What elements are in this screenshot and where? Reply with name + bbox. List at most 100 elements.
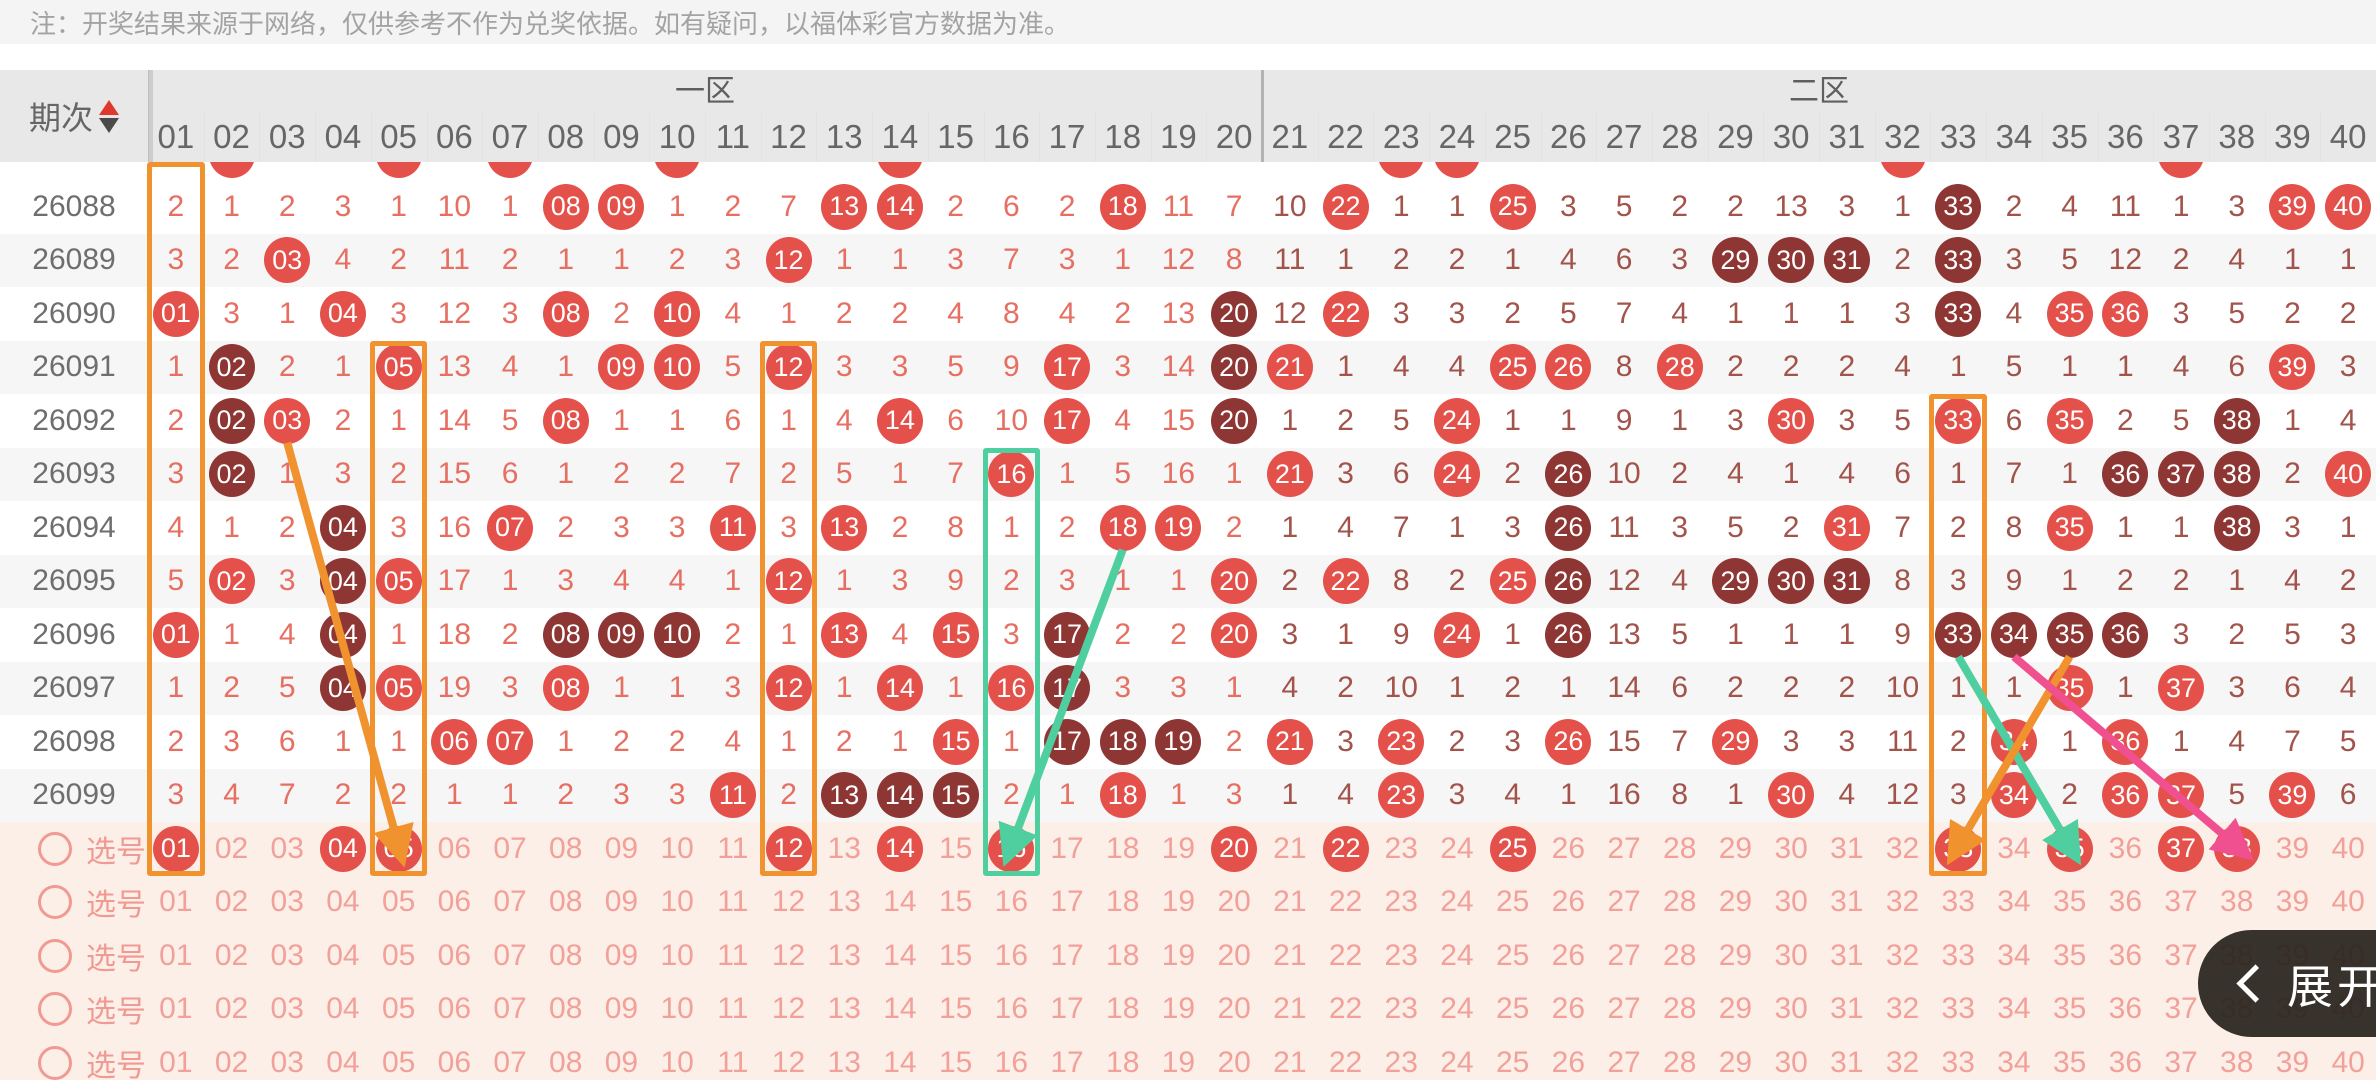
select-number[interactable]: 31: [1830, 831, 1864, 865]
cell-select-07[interactable]: 07: [482, 822, 538, 876]
cell-select-14[interactable]: 14: [872, 1036, 928, 1080]
cell-hit-38[interactable]: 38: [2209, 822, 2265, 876]
cell-select-27[interactable]: 27: [1596, 929, 1652, 983]
select-radio-icon[interactable]: [38, 938, 72, 973]
select-number[interactable]: 07: [493, 992, 527, 1026]
cell-select-10[interactable]: 10: [649, 929, 705, 983]
expand-button[interactable]: 展开: [2198, 930, 2376, 1037]
select-number[interactable]: 01: [159, 1045, 193, 1079]
select-number[interactable]: 19: [1161, 992, 1196, 1026]
select-number[interactable]: 04: [326, 885, 360, 919]
cell-select-26[interactable]: 26: [1541, 1036, 1597, 1080]
select-number[interactable]: 26: [1551, 831, 1586, 865]
cell-select-35[interactable]: 35: [2042, 876, 2098, 930]
select-number[interactable]: 19: [1161, 1045, 1196, 1079]
select-number[interactable]: 07: [493, 885, 527, 919]
select-number[interactable]: 07: [493, 938, 527, 972]
cell-select-19[interactable]: 19: [1151, 983, 1207, 1037]
cell-select-23[interactable]: 23: [1373, 929, 1429, 983]
select-number[interactable]: 01: [159, 885, 193, 919]
cell-select-20[interactable]: 20: [1206, 983, 1262, 1037]
cell-select-31[interactable]: 31: [1819, 983, 1875, 1037]
select-number[interactable]: 12: [771, 1045, 806, 1079]
cell-select-11[interactable]: 11: [705, 822, 761, 876]
select-number[interactable]: 39: [2275, 885, 2310, 919]
cell-select-17[interactable]: 17: [1039, 1036, 1095, 1080]
cell-select-26[interactable]: 26: [1541, 876, 1597, 930]
select-number[interactable]: 10: [660, 831, 694, 865]
cell-select-35[interactable]: 35: [2042, 983, 2098, 1037]
cell-select-32[interactable]: 32: [1875, 822, 1931, 876]
select-number[interactable]: 09: [604, 885, 639, 919]
select-number[interactable]: 37: [2164, 885, 2198, 919]
select-number[interactable]: 25: [1495, 992, 1530, 1026]
cell-select-06[interactable]: 06: [427, 929, 483, 983]
cell-hit-25[interactable]: 25: [1485, 822, 1541, 876]
select-number[interactable]: 21: [1273, 1045, 1307, 1079]
cell-select-12[interactable]: 12: [761, 876, 817, 930]
cell-select-14[interactable]: 14: [872, 929, 928, 983]
select-number[interactable]: 34: [1997, 885, 2031, 919]
select-number[interactable]: 11: [717, 1045, 749, 1079]
select-number[interactable]: 17: [1050, 1045, 1084, 1079]
select-number[interactable]: 06: [437, 992, 472, 1026]
cell-select-17[interactable]: 17: [1039, 983, 1095, 1037]
cell-select-01[interactable]: 01: [148, 929, 204, 983]
select-number[interactable]: 37: [2164, 1045, 2198, 1079]
cell-select-01[interactable]: 01: [148, 1036, 204, 1080]
select-number[interactable]: 04: [326, 938, 360, 972]
cell-select-16[interactable]: 16: [984, 983, 1040, 1037]
cell-select-17[interactable]: 17: [1039, 929, 1095, 983]
select-number[interactable]: 21: [1273, 885, 1307, 919]
select-number[interactable]: 12: [771, 938, 806, 972]
cell-select-11[interactable]: 11: [705, 983, 761, 1037]
select-number[interactable]: 21: [1273, 992, 1307, 1026]
cell-select-40[interactable]: 40: [2320, 822, 2376, 876]
cell-select-08[interactable]: 08: [538, 983, 594, 1037]
cell-select-16[interactable]: 16: [984, 876, 1040, 930]
cell-select-39[interactable]: 39: [2265, 876, 2321, 930]
select-number[interactable]: 22: [1328, 1045, 1363, 1079]
select-number[interactable]: 09: [604, 992, 639, 1026]
select-number[interactable]: 23: [1384, 885, 1418, 919]
select-number[interactable]: 29: [1718, 831, 1753, 865]
cell-select-18[interactable]: 18: [1095, 876, 1151, 930]
cell-select-18[interactable]: 18: [1095, 822, 1151, 876]
cell-select-03[interactable]: 03: [259, 929, 315, 983]
cell-select-33[interactable]: 33: [1930, 1036, 1986, 1080]
select-number[interactable]: 23: [1384, 992, 1418, 1026]
cell-select-28[interactable]: 28: [1652, 1036, 1708, 1080]
cell-select-35[interactable]: 35: [2042, 1036, 2098, 1080]
select-number[interactable]: 15: [938, 992, 973, 1026]
cell-select-37[interactable]: 37: [2153, 876, 2209, 930]
cell-select-32[interactable]: 32: [1875, 876, 1931, 930]
cell-select-40[interactable]: 40: [2320, 876, 2376, 930]
cell-select-07[interactable]: 07: [482, 983, 538, 1037]
select-number[interactable]: 07: [493, 831, 527, 865]
cell-select-02[interactable]: 02: [204, 822, 260, 876]
select-number[interactable]: 35: [2052, 885, 2087, 919]
select-number[interactable]: 24: [1440, 992, 1474, 1026]
cell-select-09[interactable]: 09: [594, 1036, 650, 1080]
select-number[interactable]: 03: [270, 938, 304, 972]
cell-select-23[interactable]: 23: [1373, 876, 1429, 930]
cell-select-28[interactable]: 28: [1652, 876, 1708, 930]
cell-select-27[interactable]: 27: [1596, 1036, 1652, 1080]
cell-select-22[interactable]: 22: [1318, 1036, 1374, 1080]
cell-select-38[interactable]: 38: [2209, 876, 2265, 930]
select-number[interactable]: 28: [1663, 885, 1697, 919]
select-number[interactable]: 19: [1161, 831, 1196, 865]
cell-select-35[interactable]: 35: [2042, 929, 2098, 983]
cell-select-30[interactable]: 30: [1763, 822, 1819, 876]
cell-select-26[interactable]: 26: [1541, 822, 1597, 876]
select-number[interactable]: 36: [2108, 831, 2143, 865]
cell-select-10[interactable]: 10: [649, 876, 705, 930]
select-number[interactable]: 37: [2164, 992, 2198, 1026]
select-number[interactable]: 34: [1997, 938, 2031, 972]
cell-select-12[interactable]: 12: [761, 983, 817, 1037]
cell-select-05[interactable]: 05: [371, 1036, 427, 1080]
select-number[interactable]: 33: [1941, 938, 1975, 972]
ball-hit[interactable]: 04: [319, 825, 366, 872]
select-number[interactable]: 15: [938, 885, 973, 919]
select-number[interactable]: 22: [1328, 885, 1363, 919]
